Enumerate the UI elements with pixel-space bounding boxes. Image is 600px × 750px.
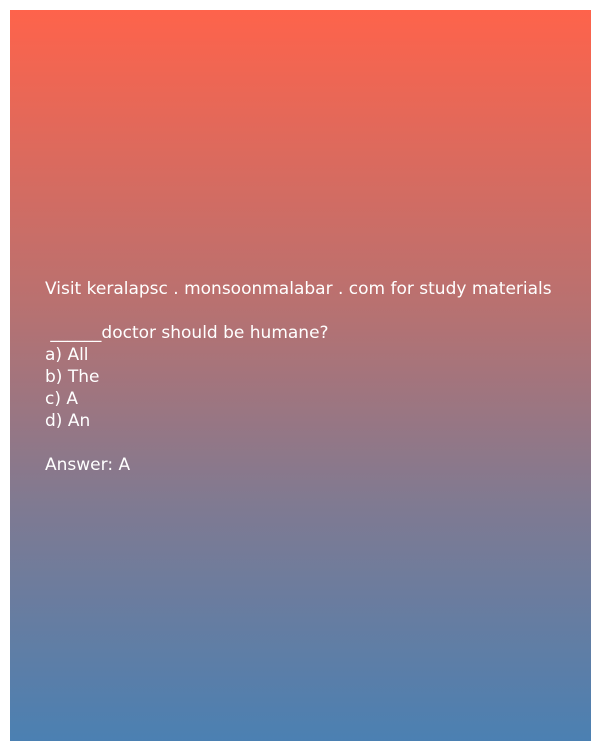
- spacer: [45, 432, 585, 454]
- question-text: ______doctor should be humane?: [45, 323, 329, 343]
- quiz-content: Visit keralapsc . monsoonmalabar . com f…: [45, 278, 585, 476]
- spacer: [45, 300, 585, 322]
- option-d: d) An: [45, 411, 91, 431]
- option-c: c) A: [45, 389, 79, 409]
- answer-text: Answer: A: [45, 455, 131, 475]
- promo-text: Visit keralapsc . monsoonmalabar . com f…: [45, 279, 552, 299]
- quiz-card: Visit keralapsc . monsoonmalabar . com f…: [10, 10, 591, 741]
- option-a: a) All: [45, 345, 89, 365]
- option-b: b) The: [45, 367, 100, 387]
